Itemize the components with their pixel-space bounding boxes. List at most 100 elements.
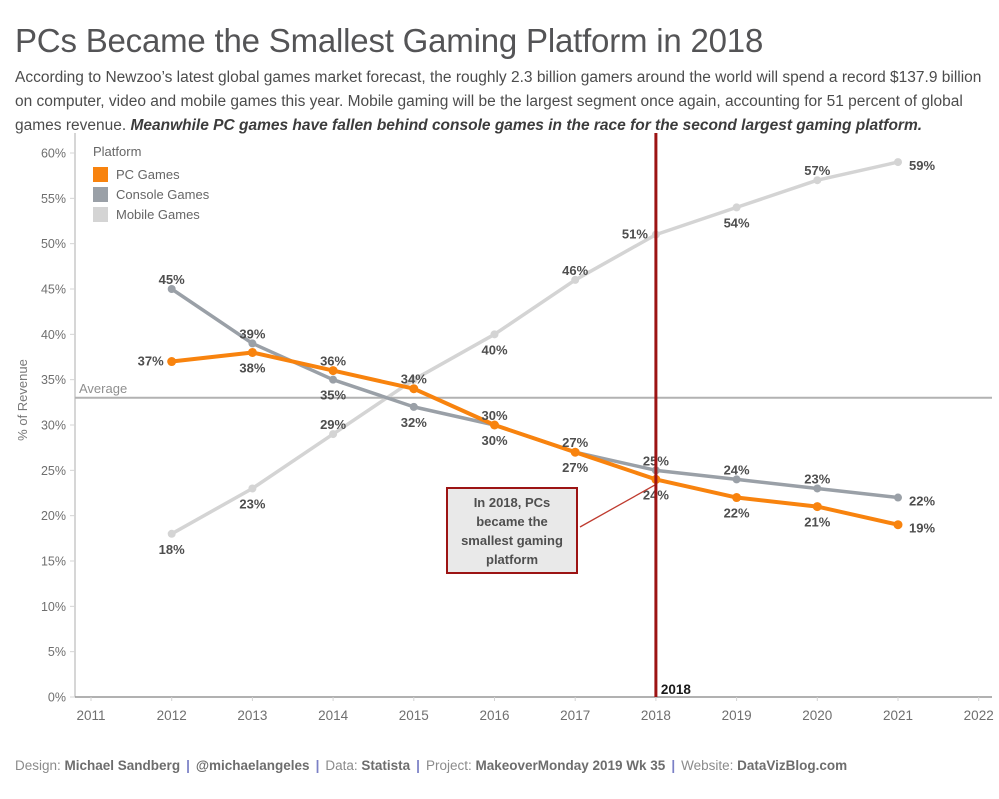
- pc-games-marker[interactable]: [247, 347, 257, 357]
- x-tick-label: 2012: [157, 708, 187, 723]
- footer-value: MakeoverMonday 2019 Wk 35: [475, 758, 666, 773]
- mobile-games-marker[interactable]: [732, 203, 741, 212]
- console-games-value-label: 23%: [804, 471, 830, 486]
- mobile-games-value-label: 18%: [159, 542, 185, 557]
- mobile-games-marker[interactable]: [167, 529, 176, 538]
- pc-games-value-label: 30%: [481, 433, 507, 448]
- pc-games-value-label: 37%: [138, 354, 164, 369]
- y-tick-label: 10%: [41, 600, 66, 614]
- y-tick-label: 40%: [41, 328, 66, 342]
- footer-value: DataVizBlog.com: [737, 758, 848, 773]
- console-games-value-label: 22%: [909, 494, 935, 509]
- pc-games-marker[interactable]: [490, 420, 499, 430]
- x-tick-label: 2015: [399, 708, 429, 723]
- mobile-games-marker[interactable]: [248, 484, 257, 493]
- pc-games-marker[interactable]: [167, 357, 177, 367]
- annotation-box: In 2018, PCs became the smallest gaming …: [446, 487, 578, 574]
- footer-label: Project:: [425, 758, 476, 773]
- legend-swatch-pc-games: [93, 166, 108, 182]
- pc-games-marker[interactable]: [409, 384, 419, 394]
- legend-item-pc-games[interactable]: PC Games: [93, 164, 209, 184]
- x-tick-label: 2022: [964, 708, 994, 723]
- pc-games-line: [169, 350, 900, 527]
- mobile-games-value-label: 54%: [724, 215, 750, 230]
- chart-subtitle: According to Newzoo’s latest global game…: [15, 66, 990, 138]
- subtitle-emphasis-text: Meanwhile PC games have fallen behind co…: [130, 117, 923, 134]
- mobile-games-value-label: 59%: [909, 158, 935, 173]
- legend-swatch-console-games: [93, 186, 108, 202]
- y-tick-label: 45%: [41, 283, 66, 297]
- footer-value: @michaelangeles: [195, 758, 310, 773]
- legend-item-console-games[interactable]: Console Games: [93, 184, 209, 204]
- pc-games-value-label: 38%: [239, 360, 265, 375]
- mobile-games-marker[interactable]: [571, 275, 580, 284]
- annotation-connector-line: [579, 483, 657, 528]
- pc-games-value-label: 34%: [401, 372, 427, 387]
- footer-separator: |: [671, 758, 676, 773]
- pc-games-value-label: 27%: [562, 460, 588, 475]
- x-tick-label: 2018: [641, 708, 671, 723]
- footer-separator: |: [315, 758, 320, 773]
- pc-games-value-label: 21%: [804, 515, 830, 530]
- console-games-marker[interactable]: [248, 339, 257, 348]
- pc-games-marker[interactable]: [812, 502, 822, 512]
- footer-separator: |: [416, 758, 420, 773]
- pc-games-value-label: 19%: [909, 521, 935, 536]
- footer-value: Michael Sandberg: [64, 758, 181, 773]
- console-games-value-label: 30%: [481, 408, 507, 423]
- legend-item-mobile-games[interactable]: Mobile Games: [93, 204, 209, 224]
- legend: Platform PC Games Console Games Mobile Gam…: [93, 144, 209, 224]
- console-games-marker[interactable]: [167, 285, 176, 293]
- mobile-games-value-label: 46%: [562, 263, 588, 278]
- console-games-value-label: 32%: [401, 415, 427, 430]
- y-tick-label: 25%: [41, 464, 66, 478]
- footer-label: Data:: [325, 758, 362, 773]
- reference-line-label: 2018: [661, 682, 692, 697]
- console-games-marker[interactable]: [409, 402, 418, 411]
- mobile-games-marker[interactable]: [813, 176, 822, 185]
- y-tick-label: 60%: [41, 147, 66, 161]
- x-tick-label: 2013: [237, 708, 267, 723]
- legend-swatch-mobile-games: [93, 206, 108, 222]
- pc-games-marker[interactable]: [893, 520, 903, 530]
- y-tick-label: 55%: [41, 192, 66, 206]
- average-line-label: Average: [79, 381, 127, 396]
- console-games-marker[interactable]: [813, 484, 822, 493]
- console-games-marker[interactable]: [329, 375, 338, 384]
- footer-label: Design:: [15, 758, 65, 773]
- legend-label-console-games: Console Games: [116, 186, 210, 202]
- y-tick-label: 35%: [41, 373, 66, 387]
- footer-value: Statista: [361, 758, 411, 773]
- x-tick-label: 2019: [722, 708, 752, 723]
- x-tick-label: 2016: [479, 708, 509, 723]
- mobile-games-value-label: 40%: [481, 342, 507, 357]
- console-games-value-label: 35%: [320, 388, 346, 403]
- console-games-line: [169, 287, 900, 500]
- x-tick-label: 2021: [883, 708, 913, 723]
- pc-games-marker[interactable]: [732, 493, 742, 503]
- pc-games-marker[interactable]: [328, 366, 338, 376]
- mobile-games-value-label: 57%: [804, 163, 830, 178]
- legend-items: PC Games Console Games Mobile Games: [93, 164, 209, 224]
- legend-title: Platform: [93, 144, 142, 159]
- console-games-value-label: 24%: [724, 462, 750, 477]
- footer-separator: |: [186, 758, 190, 773]
- mobile-games-line: [169, 160, 900, 536]
- mobile-games-marker[interactable]: [490, 330, 499, 339]
- console-games-marker[interactable]: [732, 475, 741, 484]
- mobile-games-value-label: 29%: [320, 417, 346, 432]
- pc-games-value-label: 22%: [724, 506, 750, 521]
- mobile-games-marker[interactable]: [409, 375, 418, 384]
- console-games-value-label: 45%: [159, 272, 185, 287]
- x-tick-label: 2014: [318, 708, 349, 723]
- console-games-value-label: 27%: [562, 435, 588, 450]
- console-games-marker[interactable]: [894, 493, 902, 502]
- mobile-games-marker[interactable]: [894, 158, 902, 167]
- x-tick-label: 2017: [560, 708, 590, 723]
- pc-games-marker[interactable]: [570, 447, 580, 457]
- y-tick-label: 15%: [41, 555, 66, 569]
- mobile-games-marker[interactable]: [329, 430, 338, 439]
- legend-label-pc-games: PC Games: [116, 166, 180, 182]
